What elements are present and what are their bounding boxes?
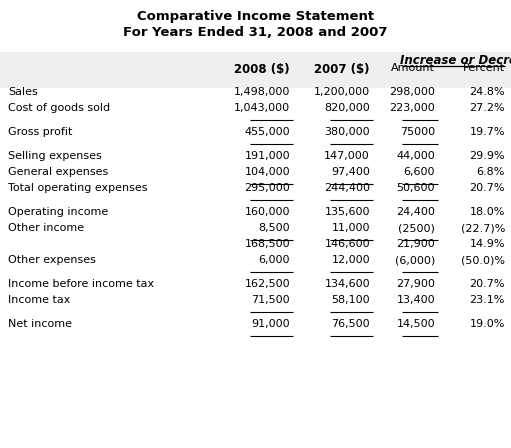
Text: 820,000: 820,000: [324, 103, 370, 113]
Text: (22.7)%: (22.7)%: [460, 223, 505, 233]
Text: 19.0%: 19.0%: [470, 319, 505, 329]
Text: 6,000: 6,000: [259, 255, 290, 265]
Text: 1,043,000: 1,043,000: [234, 103, 290, 113]
Text: 1,200,000: 1,200,000: [314, 87, 370, 97]
Text: 14,500: 14,500: [397, 319, 435, 329]
Text: 91,000: 91,000: [251, 319, 290, 329]
Text: 18.0%: 18.0%: [470, 207, 505, 217]
Text: 20.7%: 20.7%: [470, 279, 505, 289]
Text: For Years Ended 31, 2008 and 2007: For Years Ended 31, 2008 and 2007: [123, 26, 388, 39]
Text: Cost of goods sold: Cost of goods sold: [8, 103, 110, 113]
Text: 76,500: 76,500: [331, 319, 370, 329]
Text: Income before income tax: Income before income tax: [8, 279, 154, 289]
Text: 20.7%: 20.7%: [470, 183, 505, 193]
Text: 6.8%: 6.8%: [477, 167, 505, 177]
Text: 455,000: 455,000: [244, 127, 290, 137]
Text: 1,498,000: 1,498,000: [234, 87, 290, 97]
Text: 168,500: 168,500: [244, 239, 290, 249]
Text: Other expenses: Other expenses: [8, 255, 96, 265]
Text: 6,600: 6,600: [404, 167, 435, 177]
Text: 134,600: 134,600: [324, 279, 370, 289]
Text: Percent: Percent: [463, 63, 505, 73]
Text: Gross profit: Gross profit: [8, 127, 73, 137]
Text: 44,000: 44,000: [396, 151, 435, 161]
Text: 24.8%: 24.8%: [470, 87, 505, 97]
Text: 2007 ($): 2007 ($): [314, 63, 370, 76]
Text: 29.9%: 29.9%: [470, 151, 505, 161]
Text: Income tax: Income tax: [8, 295, 71, 305]
Text: (50.0)%: (50.0)%: [461, 255, 505, 265]
Text: 146,600: 146,600: [324, 239, 370, 249]
Text: (2500): (2500): [398, 223, 435, 233]
Text: 21,900: 21,900: [396, 239, 435, 249]
Text: 23.1%: 23.1%: [470, 295, 505, 305]
Bar: [0, 52, 511, 88]
Text: 104,000: 104,000: [244, 167, 290, 177]
Text: Operating income: Operating income: [8, 207, 108, 217]
Text: 223,000: 223,000: [389, 103, 435, 113]
Text: 191,000: 191,000: [244, 151, 290, 161]
Text: 13,400: 13,400: [397, 295, 435, 305]
Text: 58,100: 58,100: [331, 295, 370, 305]
Text: 12,000: 12,000: [331, 255, 370, 265]
Text: 19.7%: 19.7%: [470, 127, 505, 137]
Text: (6,000): (6,000): [395, 255, 435, 265]
Text: 147,000: 147,000: [324, 151, 370, 161]
Text: 75000: 75000: [400, 127, 435, 137]
Text: 8,500: 8,500: [259, 223, 290, 233]
Text: 27,900: 27,900: [396, 279, 435, 289]
Text: Total operating expenses: Total operating expenses: [8, 183, 148, 193]
Text: 160,000: 160,000: [244, 207, 290, 217]
Text: Sales: Sales: [8, 87, 38, 97]
Text: 27.2%: 27.2%: [470, 103, 505, 113]
Text: 11,000: 11,000: [332, 223, 370, 233]
Text: Comparative Income Statement: Comparative Income Statement: [137, 10, 374, 23]
Text: 244,400: 244,400: [324, 183, 370, 193]
Text: 24,400: 24,400: [396, 207, 435, 217]
Text: Selling expenses: Selling expenses: [8, 151, 102, 161]
Text: 97,400: 97,400: [331, 167, 370, 177]
Text: 295,000: 295,000: [244, 183, 290, 193]
Text: 135,600: 135,600: [324, 207, 370, 217]
Text: Net income: Net income: [8, 319, 72, 329]
Text: 50,600: 50,600: [397, 183, 435, 193]
Text: Other income: Other income: [8, 223, 84, 233]
Text: Increase or Decrease: Increase or Decrease: [400, 54, 511, 67]
Text: 162,500: 162,500: [244, 279, 290, 289]
Text: General expenses: General expenses: [8, 167, 108, 177]
Text: 298,000: 298,000: [389, 87, 435, 97]
Text: Amount: Amount: [391, 63, 435, 73]
Text: 380,000: 380,000: [324, 127, 370, 137]
Text: 14.9%: 14.9%: [470, 239, 505, 249]
Text: 2008 ($): 2008 ($): [235, 63, 290, 76]
Text: 71,500: 71,500: [251, 295, 290, 305]
